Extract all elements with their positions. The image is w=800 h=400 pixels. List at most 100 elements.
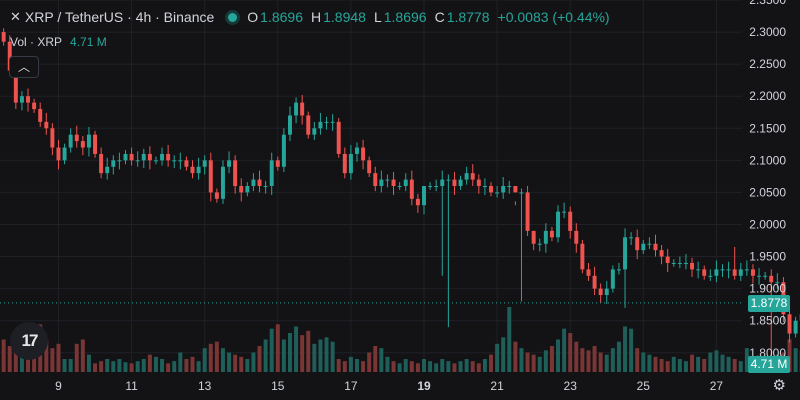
candle-body <box>757 275 762 277</box>
y-tick-label: 2.2500 <box>749 57 786 71</box>
candle-body <box>178 160 183 162</box>
candle-body <box>787 314 792 334</box>
candle-body <box>56 147 61 161</box>
volume-bar <box>482 359 487 372</box>
volume-bar <box>793 348 798 372</box>
volume-bar <box>690 354 695 372</box>
candle-body <box>318 121 323 129</box>
candle-body <box>324 121 329 123</box>
candle-body <box>117 160 122 162</box>
candle-body <box>458 179 463 186</box>
close-label: C <box>434 9 445 25</box>
candle-body <box>641 243 646 251</box>
volume-bar <box>367 352 372 372</box>
volume-bar <box>68 359 73 372</box>
volume-bar <box>501 337 506 372</box>
candle-body <box>665 256 670 263</box>
volume-bar <box>80 339 85 372</box>
candle-body <box>26 96 31 103</box>
volume-bar <box>397 363 402 372</box>
volume-bar <box>153 356 158 372</box>
candle-body <box>379 179 384 186</box>
volume-bar <box>208 343 213 372</box>
candle-body <box>696 269 701 271</box>
volume-bar <box>129 363 134 372</box>
volume-bar <box>726 356 731 372</box>
candle-body <box>269 160 274 186</box>
volume-bar <box>178 352 183 372</box>
collapse-legend-button[interactable]: ︿ <box>9 56 39 78</box>
tradingview-logo-icon[interactable]: 17 <box>10 322 48 360</box>
y-tick-label: 1.8500 <box>749 314 786 328</box>
volume-bar <box>574 341 579 372</box>
candle-body <box>361 147 366 161</box>
volume-bar <box>214 341 219 372</box>
time-axis[interactable]: 9 11 13 15 17 19 21 23 25 27 <box>55 379 723 393</box>
volume-bar <box>616 341 621 372</box>
volume-bar <box>251 352 256 372</box>
candle-body <box>373 173 378 186</box>
candle-body <box>166 153 171 161</box>
volume-bar <box>275 324 280 372</box>
volume-bar <box>598 352 603 372</box>
symbol-title[interactable]: XRP / TetherUS · 4h · Binance <box>24 9 215 25</box>
candle-body <box>281 134 286 167</box>
volume-bar <box>677 359 682 372</box>
volume-bar <box>379 348 384 372</box>
volume-bar <box>227 352 232 372</box>
candle-body <box>671 262 676 264</box>
gear-icon[interactable]: ⚙ <box>772 377 786 394</box>
candle-body <box>135 160 140 162</box>
candle-body <box>702 269 707 276</box>
candle-body <box>251 179 256 186</box>
candle-body <box>1 32 6 42</box>
candle-body <box>86 134 91 148</box>
candle-body <box>44 121 49 129</box>
low-value: 1.8696 <box>383 9 427 25</box>
volume-bar <box>415 363 420 372</box>
candle-body <box>68 134 73 148</box>
volume-bar <box>111 361 116 372</box>
volume-bar <box>123 362 128 372</box>
candle-body <box>732 269 737 276</box>
candle-body <box>519 192 524 194</box>
candle-body <box>367 160 372 174</box>
volume-bar <box>580 348 585 372</box>
candle-body <box>775 282 780 284</box>
volume-bars <box>1 307 800 372</box>
volume-bar <box>342 361 347 372</box>
y-tick-label: 2.0000 <box>749 217 786 231</box>
volume-bar <box>732 359 737 372</box>
volume-bar <box>647 354 652 372</box>
candle-body <box>610 269 615 289</box>
x-logo-icon: ✕ <box>10 9 21 24</box>
volume-bar <box>196 361 201 372</box>
chart-legend: ✕ XRP / TetherUS · 4h · Binance O 1.8696… <box>10 9 618 25</box>
candle-body <box>141 153 146 161</box>
candle-body <box>708 275 713 277</box>
candle-body <box>355 147 359 154</box>
volume-bar <box>373 346 378 372</box>
volume-bar <box>257 346 262 372</box>
y-tick-label: 2.0500 <box>749 185 786 199</box>
volume-bar <box>50 348 55 372</box>
candle-body <box>598 288 603 296</box>
volume-bar <box>610 348 615 372</box>
candle-body <box>391 179 396 186</box>
candle-body <box>294 102 299 116</box>
volume-bar <box>659 359 664 372</box>
volume-bar <box>202 348 207 372</box>
volume-bar <box>336 359 341 372</box>
candle-body <box>428 186 433 187</box>
candle-body <box>738 269 743 276</box>
candle-body <box>750 269 755 276</box>
candle-body <box>147 153 152 161</box>
y-tick-label: 2.1000 <box>749 153 786 167</box>
candle-body <box>336 121 341 154</box>
candle-body <box>397 186 402 187</box>
candle-body <box>440 179 445 186</box>
volume-label[interactable]: Vol · XRP <box>10 35 63 49</box>
volume-bar <box>318 339 323 372</box>
volume-bar <box>537 356 542 372</box>
